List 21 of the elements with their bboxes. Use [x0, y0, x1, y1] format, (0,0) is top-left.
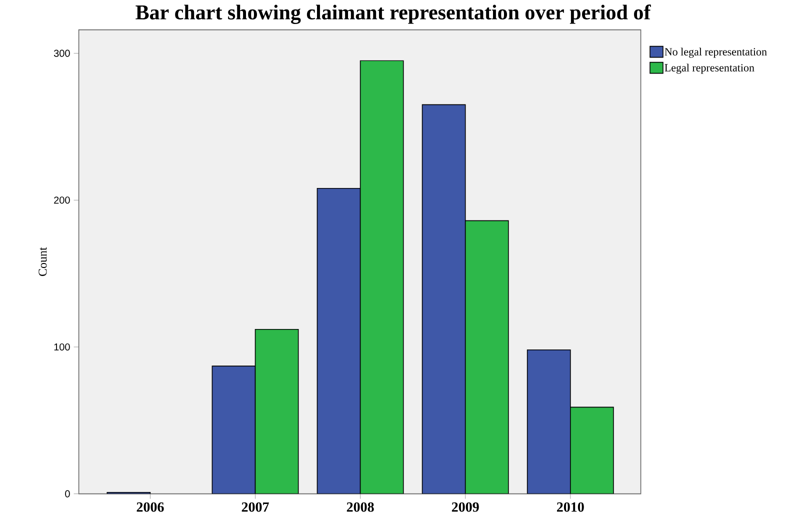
bar: [526, 350, 571, 494]
legend-label: No legal representation: [664, 48, 767, 58]
x-tick-label: 2007: [242, 502, 269, 512]
y-tick-label: 300: [54, 50, 70, 57]
x-tick-label: 2010: [556, 502, 584, 512]
bar: [422, 104, 466, 494]
y-tick-label: 200: [54, 196, 70, 204]
legend-label: Legal representation: [664, 64, 754, 74]
bar: [570, 406, 614, 494]
x-tick-label: 2006: [136, 502, 164, 512]
bar: [212, 366, 256, 494]
y-tick-label: 100: [54, 343, 70, 351]
x-tick-label: 2008: [346, 502, 374, 512]
chart-title: Bar chart showing claimant representation over period of: [136, 4, 651, 24]
bar: [465, 220, 508, 494]
y-tick-label: 0: [65, 490, 70, 498]
bar: [317, 188, 360, 494]
x-tick-label: 2009: [452, 502, 479, 512]
y-axis-title: Count: [38, 247, 47, 276]
bar: [255, 329, 298, 494]
bar: [360, 60, 404, 494]
